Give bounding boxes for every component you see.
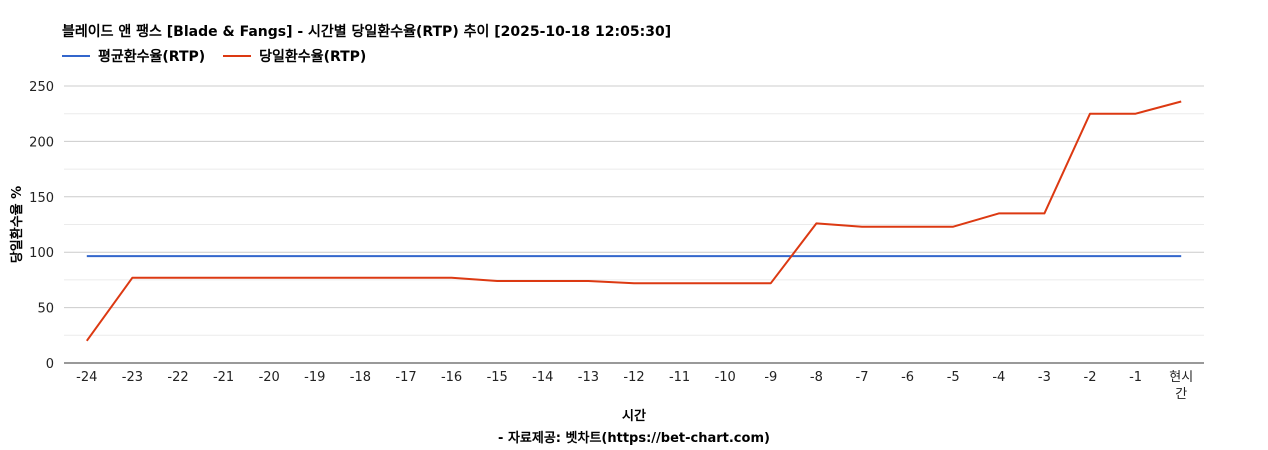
x-tick-label: -16 [441,370,462,385]
y-tick-label: 150 [29,191,54,206]
legend-item-avg[interactable]: 평균환수율(RTP) [62,46,205,66]
x-tick-labels: -24 -23 -22 -21 -20 -19 -18 -17 -16 -15 -14 -13 -12 -… [76,370,1193,402]
x-tick-label: -20 [259,370,280,385]
chart-title: 블레이드 앤 팽스 [Blade & Fangs] - 시간별 당일환수율(RT… [62,24,672,40]
series-lines [85,100,1182,342]
y-tick-label: 200 [29,135,54,150]
x-tick-label: -22 [167,370,188,385]
y-tick-labels: 0 50 100 150 200 250 [29,80,54,372]
x-tick-label: -21 [213,370,234,385]
y-tick-label: 50 [37,302,54,317]
legend-label-avg: 평균환수율(RTP) [98,49,206,65]
y-tick-label: 0 [46,357,54,372]
x-tick-label: -2 [1084,370,1097,385]
x-tick-label: -10 [715,370,736,385]
x-tick-label: -7 [856,370,869,385]
legend-swatch-avg [62,55,90,57]
x-tick-label: -15 [487,370,508,385]
x-tick-label: -18 [350,370,371,385]
x-tick-label: -8 [810,370,823,385]
source-note: - 자료제공: 벳차트(https://bet-chart.com) [498,430,770,446]
x-tick-label: -17 [395,370,416,385]
gridlines [64,85,1204,336]
x-tick-label: 현시 간 [1169,370,1193,402]
x-tick-label: -3 [1038,370,1051,385]
x-tick-label: -11 [669,370,690,385]
x-tick-label: -12 [623,370,644,385]
series-line-1 [85,100,1182,342]
legend-item-daily[interactable]: 당일환수율(RTP) [223,46,366,66]
x-axis-title: 시간 [622,408,646,424]
x-tick-label: -1 [1129,370,1142,385]
legend-swatch-daily [223,55,252,57]
x-tick-label: -24 [76,370,97,385]
x-tick-label: -9 [764,370,777,385]
x-tick-label: -13 [578,370,599,385]
y-axis-title: 당일환수율 % [9,186,25,263]
x-tick-label: -4 [992,370,1005,385]
y-tick-label: 100 [29,246,54,261]
x-tick-label: -19 [304,370,325,385]
legend-label-daily: 당일환수율(RTP) [259,49,367,65]
x-tick-label: -23 [122,370,143,385]
x-tick-label: -6 [901,370,914,385]
legend: 평균환수율(RTP) 당일환수율(RTP) [62,46,384,66]
y-tick-label: 250 [29,80,54,95]
x-tick-label: -14 [532,370,553,385]
x-tick-label: -5 [947,370,960,385]
